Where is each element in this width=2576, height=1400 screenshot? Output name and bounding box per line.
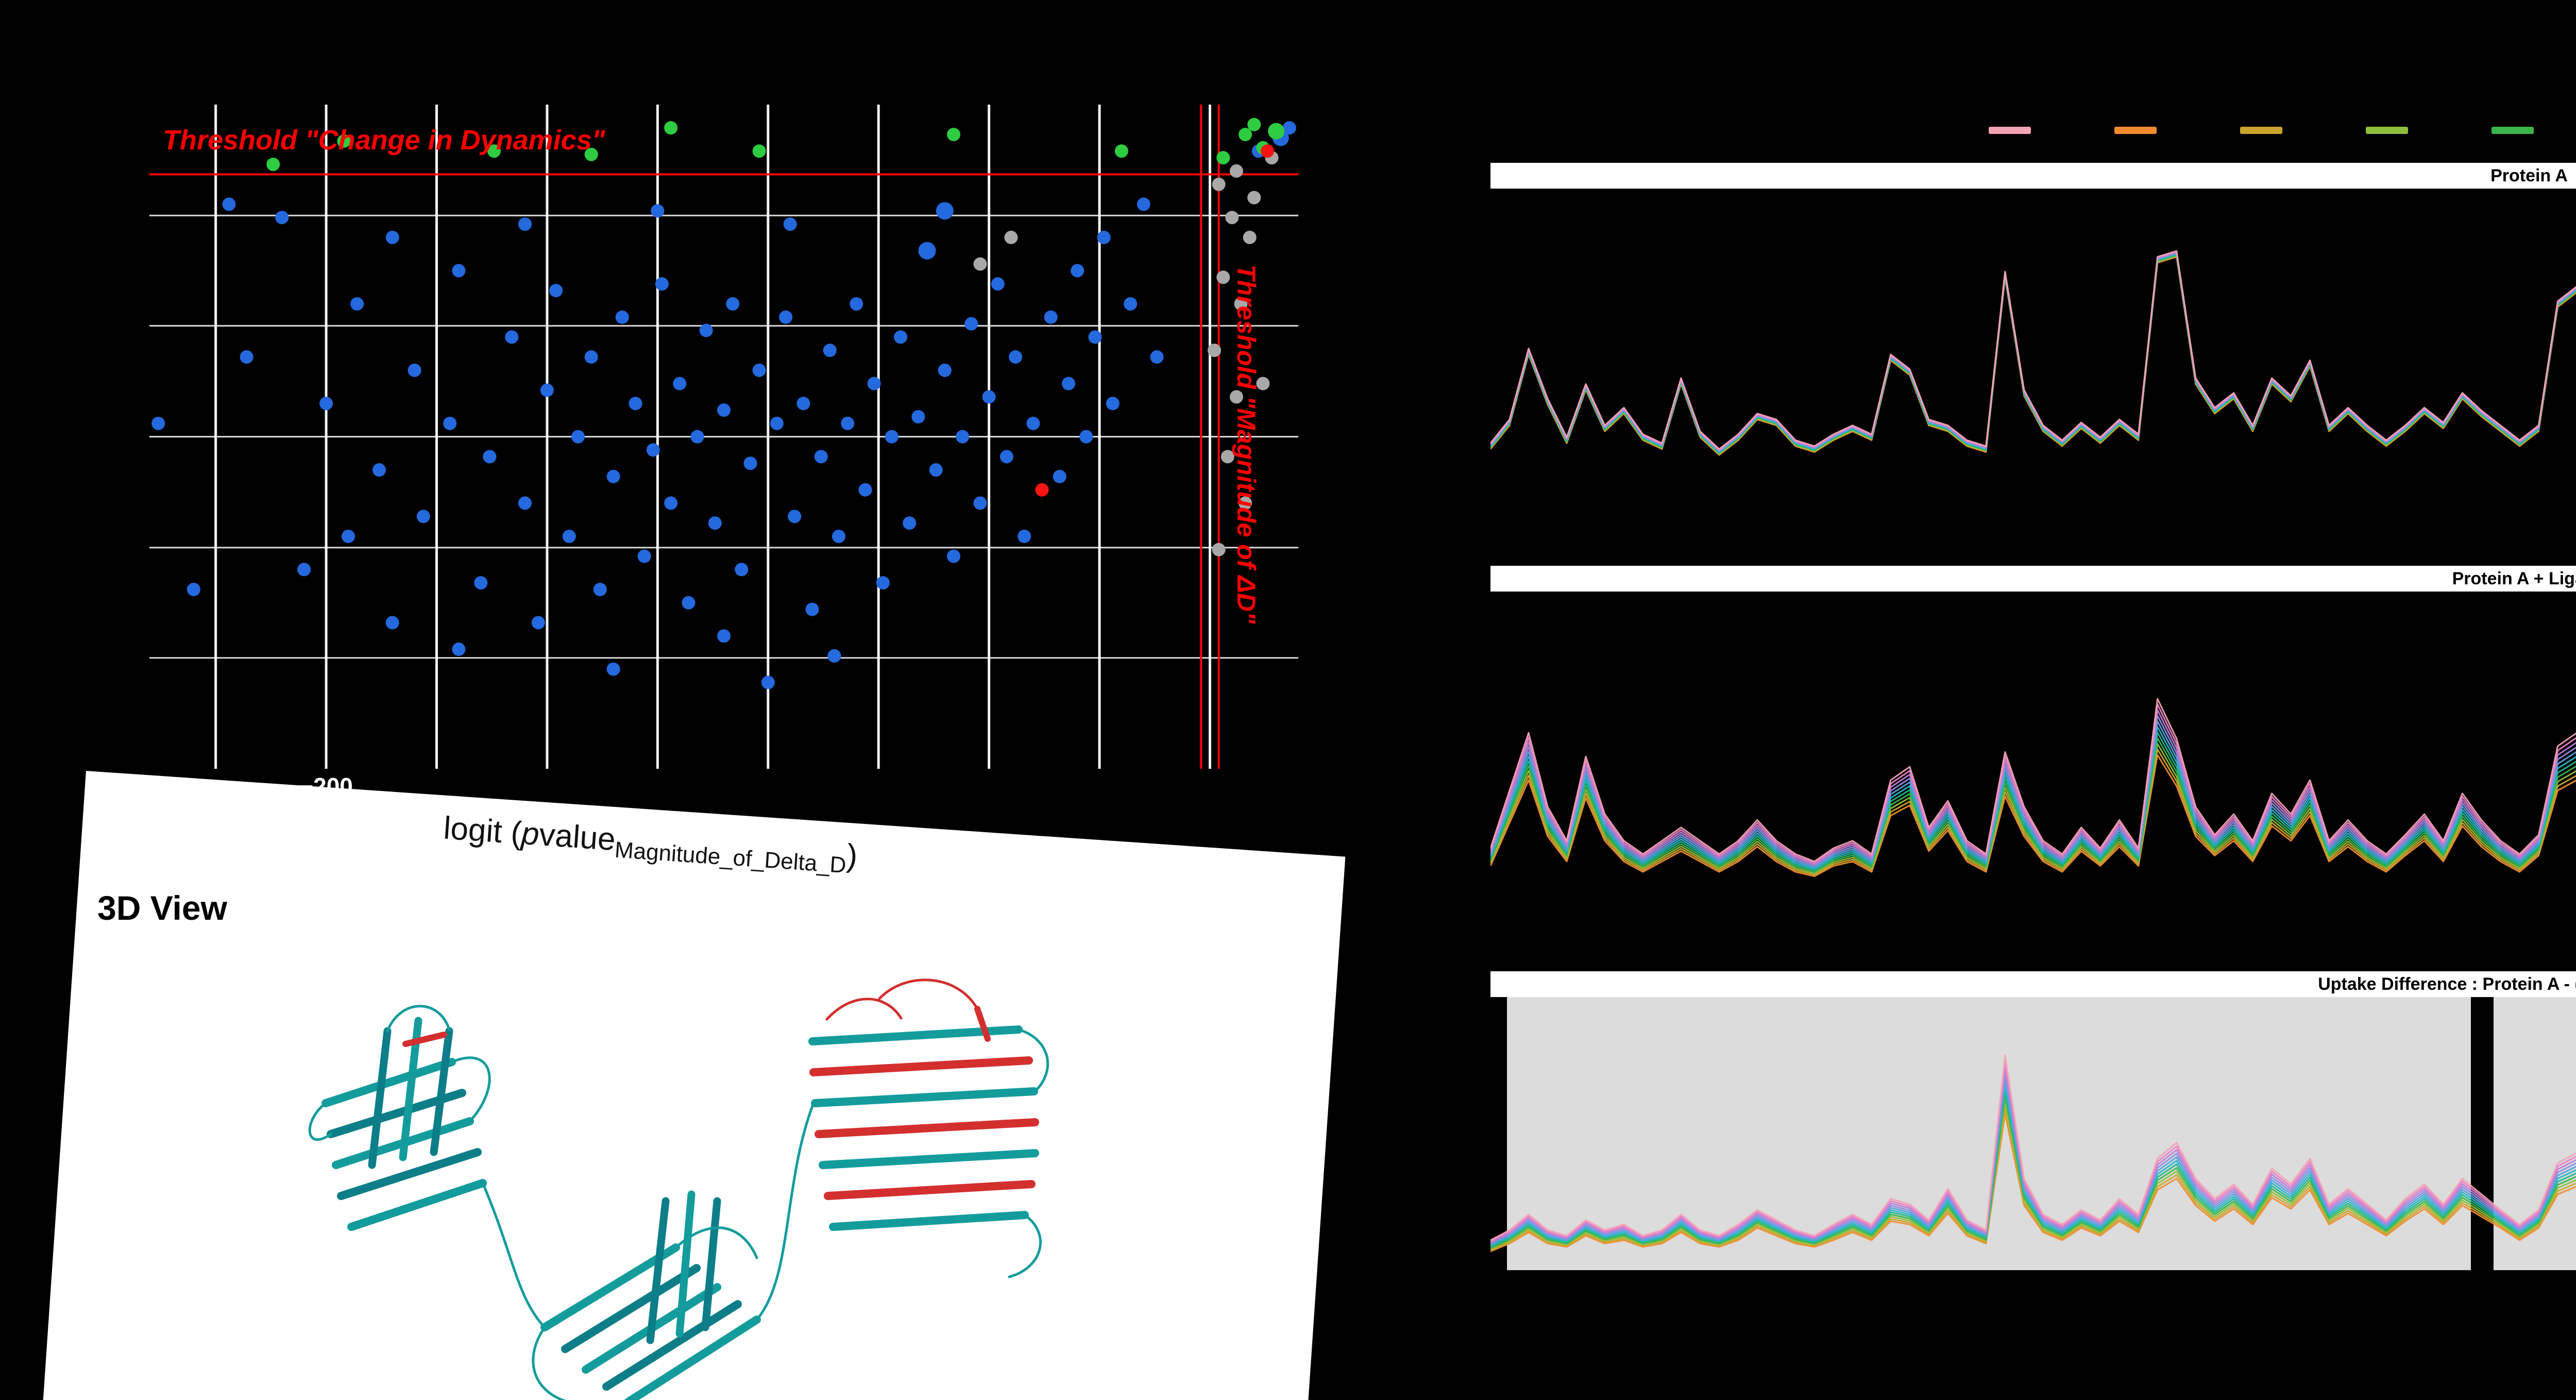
legend-swatch-0[interactable] — [1989, 127, 2031, 134]
uptake-difference-chart-svg — [1490, 1054, 2576, 1252]
panel-title-protein-a-ligand: Protein A + Ligand — [1490, 566, 2576, 592]
protein-domain-middle — [481, 1182, 761, 1400]
volcano-plot-svg — [149, 105, 1298, 769]
threshold-dynamics-label: Threshold "Change in Dynamics" — [163, 125, 605, 156]
uptake-chart-protein-a-ligand[interactable] — [1490, 594, 2576, 954]
timepoint-legend — [1989, 127, 2576, 134]
structure-panel-inner: 3D View — [86, 771, 1348, 1400]
legend-swatch-4[interactable] — [2492, 127, 2534, 134]
legend-swatch-3[interactable] — [2366, 127, 2408, 134]
uptake-chart-protein-a-ligand-svg — [1490, 698, 2576, 878]
legend-swatch-1[interactable] — [2114, 127, 2157, 134]
threshold-magnitude-label: Threshold "Magnitude of ΔD" — [1232, 264, 1261, 624]
protein-domain-left — [308, 1005, 491, 1231]
structure-panel: logit (pvalueMagnitude_of_Delta_D) 3D Vi… — [36, 771, 1348, 1400]
protein-domain-right — [755, 979, 1049, 1321]
uptake-chart-protein-a-svg — [1490, 250, 2576, 456]
view3d-title: 3D View — [97, 889, 227, 927]
legend-swatch-2[interactable] — [2240, 127, 2282, 134]
protein-structure[interactable] — [235, 967, 1137, 1400]
volcano-plot[interactable]: Threshold "Change in Dynamics" Threshold… — [149, 105, 1298, 800]
panel-title-uptake-difference: Uptake Difference : Protein A - (Protein… — [1490, 971, 2576, 997]
uptake-chart-protein-a[interactable] — [1490, 189, 2576, 549]
panel-title-protein-a: Protein A — [1490, 163, 2576, 189]
uptake-difference-chart[interactable] — [1490, 997, 2576, 1270]
